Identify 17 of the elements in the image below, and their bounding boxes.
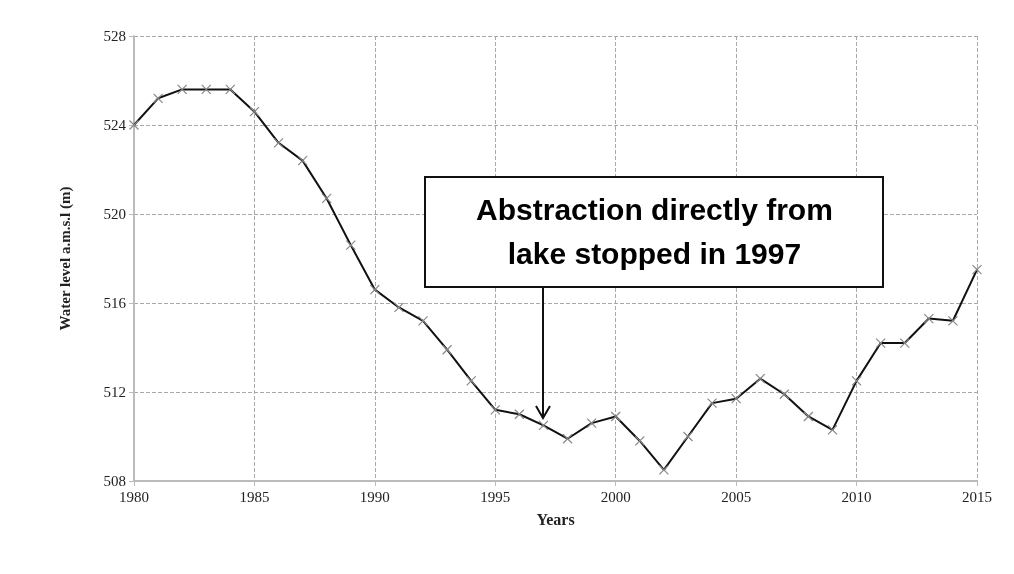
y-tick-label: 528 xyxy=(103,28,126,44)
callout-box: Abstraction directly from lake stopped in 1997 xyxy=(424,176,885,289)
y-axis-title: Water level a.m.s.l (m) xyxy=(56,186,74,331)
x-tick-label: 1995 xyxy=(480,488,511,505)
y-tick-label: 512 xyxy=(103,384,126,400)
y-tick-label: 524 xyxy=(103,117,127,133)
x-tick-label: 2005 xyxy=(721,488,752,505)
y-tick-label: 516 xyxy=(103,295,127,311)
x-tick-label: 1985 xyxy=(239,488,270,505)
x-tick-label: 1980 xyxy=(119,488,149,505)
x-tick-label: 1990 xyxy=(359,488,390,505)
y-tick-label: 520 xyxy=(103,206,126,222)
x-tick-label: 2000 xyxy=(600,488,631,505)
y-tick-label: 508 xyxy=(103,473,126,489)
x-tick-label: 2010 xyxy=(841,488,872,505)
x-tick-label: 2015 xyxy=(962,488,992,505)
x-axis-title: Years xyxy=(536,510,575,528)
